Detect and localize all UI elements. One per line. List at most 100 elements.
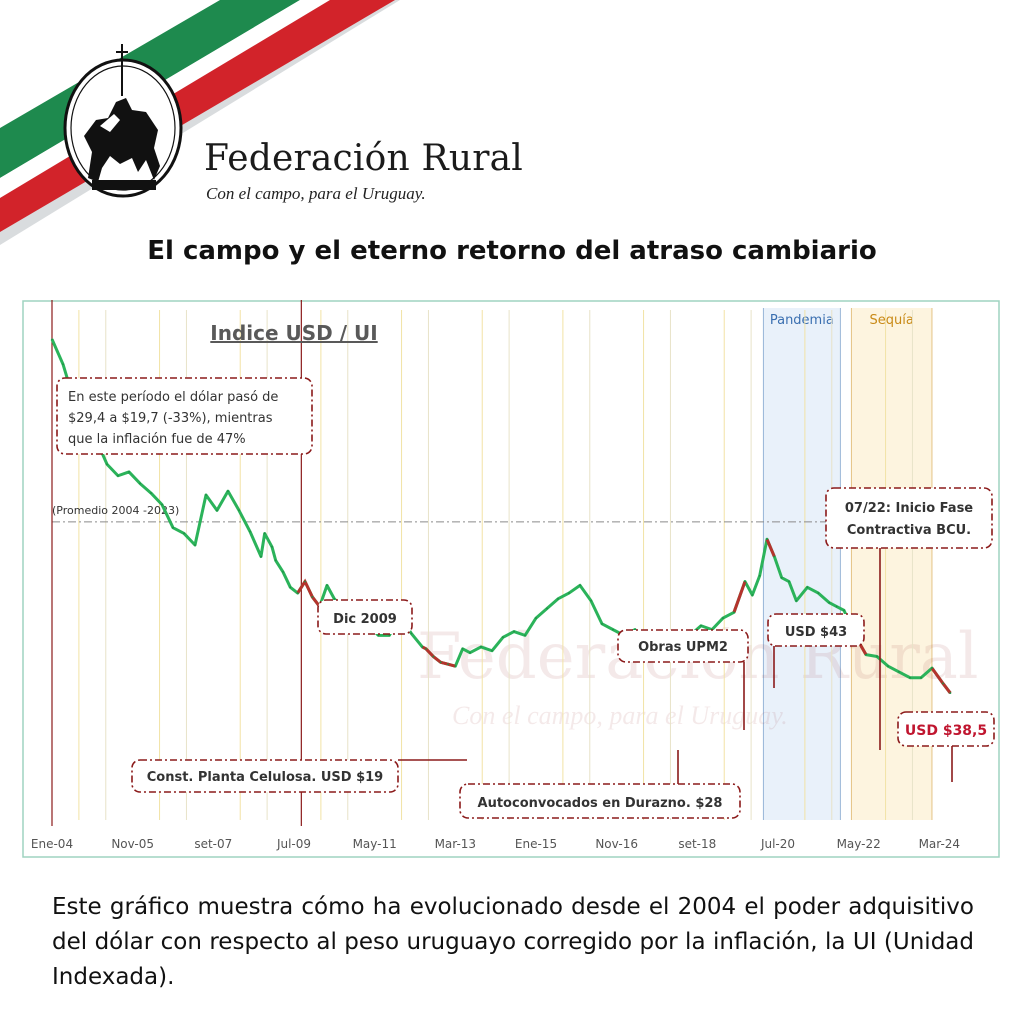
x-tick-label: Jul-20	[760, 837, 795, 851]
data-point	[898, 671, 900, 673]
period-label: Pandemia	[770, 313, 834, 328]
data-point	[227, 490, 229, 493]
chart-title: Indice USD / UI	[210, 321, 377, 345]
data-point	[260, 555, 262, 558]
data-point	[150, 492, 152, 494]
data-point	[432, 655, 435, 658]
average-reference-label: (Promedio 2004 -2023)	[52, 504, 179, 517]
data-point	[289, 586, 292, 589]
data-point	[942, 682, 944, 685]
intro-annotation-box	[56, 377, 313, 455]
data-point	[62, 363, 64, 366]
data-point	[568, 592, 570, 594]
annotation-upm2-text: Obras UPM2	[638, 640, 728, 655]
annotation-usd43-box	[767, 613, 865, 647]
data-point	[612, 628, 614, 631]
data-point	[388, 634, 391, 637]
intro-annotation-line: En este período el dólar pasó de	[68, 390, 278, 405]
series-highlight	[765, 538, 776, 558]
data-point	[579, 584, 581, 587]
data-point	[139, 482, 141, 485]
data-point	[172, 526, 174, 529]
x-tick-label: Ene-04	[31, 837, 73, 851]
data-point	[557, 597, 559, 600]
data-point	[117, 474, 119, 477]
x-tick-label: Nov-05	[111, 837, 154, 851]
intro-annotation-line: $29,4 a $19,7 (-33%), mientras	[68, 411, 273, 426]
intro-annotation-line: que la inflación fue de 47%	[68, 432, 246, 447]
data-point	[51, 338, 53, 341]
data-point	[377, 634, 380, 637]
data-point	[410, 632, 413, 635]
data-point	[296, 592, 299, 594]
data-point	[788, 580, 790, 583]
caption-text: Este gráfico muestra cómo ha evolucionad…	[52, 894, 974, 990]
data-point	[461, 647, 464, 650]
data-point	[421, 646, 424, 648]
data-point	[909, 676, 911, 679]
data-point	[766, 538, 768, 541]
annotation-celulosa-box	[131, 759, 399, 793]
data-point	[920, 676, 922, 679]
data-point	[282, 571, 284, 573]
org-tagline: Con el campo, para el Uruguay.	[206, 184, 426, 203]
annotation-bcu-line: Contractiva BCU.	[847, 523, 971, 538]
x-tick-label: Ene-15	[515, 837, 557, 851]
data-point	[795, 599, 798, 602]
data-point	[835, 605, 838, 608]
data-point	[751, 594, 754, 596]
x-tick-label: set-18	[678, 837, 716, 851]
data-point	[439, 661, 442, 664]
data-point	[865, 653, 867, 656]
data-point	[502, 636, 504, 639]
annotation-dic2009-text: Dic 2009	[333, 612, 397, 627]
annotation-usd43-text: USD $43	[785, 625, 847, 640]
data-point	[887, 665, 889, 668]
data-point	[326, 584, 328, 587]
data-point	[480, 646, 482, 648]
data-point	[263, 532, 266, 535]
annotation-usd385-text: USD $38,5	[905, 723, 987, 739]
data-point	[161, 503, 163, 506]
annotation-bcu-box	[825, 487, 993, 549]
series-highlight	[732, 581, 747, 613]
data-point	[274, 559, 277, 562]
data-point	[304, 580, 306, 583]
data-point	[333, 597, 336, 600]
x-tick-label: Mar-13	[435, 837, 476, 851]
page-headline: El campo y el eterno retorno del atraso …	[147, 236, 877, 266]
data-point	[311, 596, 314, 598]
data-point	[700, 624, 702, 627]
data-point	[447, 663, 449, 666]
data-point	[601, 622, 603, 625]
data-point	[469, 651, 471, 654]
data-point	[806, 586, 809, 589]
data-point	[524, 634, 526, 637]
annotation-bcu-line: 07/22: Inicio Fase	[845, 501, 973, 516]
data-point	[425, 647, 427, 650]
data-point	[733, 611, 735, 614]
data-point	[828, 601, 831, 604]
data-point	[238, 509, 240, 512]
annotation-durazno-text: Autoconvocados en Durazno. $28	[478, 796, 723, 811]
annotation-upm2-box	[617, 629, 749, 663]
series-highlight	[296, 578, 321, 608]
data-point	[249, 530, 251, 533]
data-point	[194, 544, 196, 546]
annotation-dic2009-box	[317, 599, 413, 635]
period-label: Sequía	[870, 313, 914, 328]
x-tick-label: May-22	[837, 837, 881, 851]
data-point	[843, 609, 845, 612]
x-tick-label: Jul-09	[276, 837, 311, 851]
data-point	[106, 463, 108, 466]
data-point	[535, 617, 537, 619]
annotation-celulosa-text: Const. Planta Celulosa. USD $19	[147, 770, 383, 785]
data-point	[491, 649, 493, 652]
x-tick-label: May-11	[353, 837, 397, 851]
x-tick-label: Nov-16	[595, 837, 638, 851]
data-point	[128, 471, 130, 473]
data-point	[513, 630, 515, 633]
data-point	[454, 665, 457, 668]
x-tick-label: set-07	[194, 837, 232, 851]
data-point	[773, 555, 776, 558]
